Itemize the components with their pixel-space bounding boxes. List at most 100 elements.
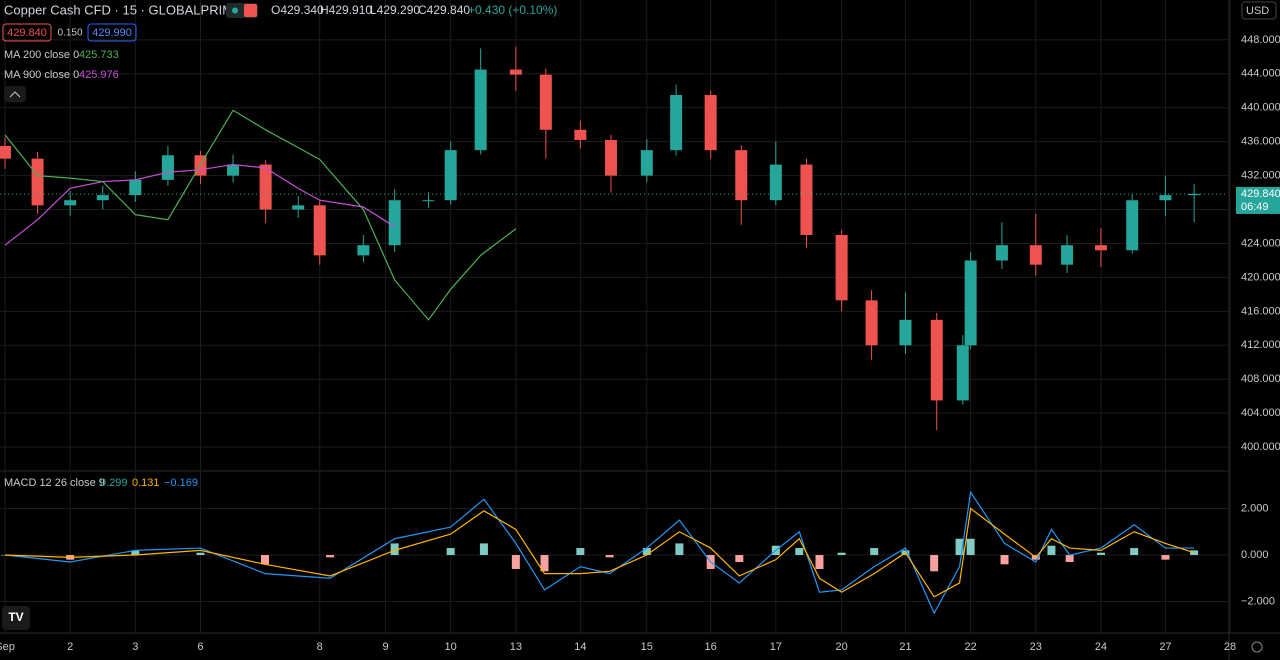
x-tick-label: 15 — [641, 641, 653, 653]
line-series — [4, 490, 1195, 615]
histogram-bar — [955, 538, 964, 556]
y-tick-label: 420.000 — [1241, 271, 1280, 283]
candle-body — [1094, 245, 1107, 251]
ask-box[interactable] — [87, 23, 137, 42]
x-tick-label: Sep — [0, 641, 15, 653]
candle-body — [96, 195, 109, 201]
y-tick-label: 404.000 — [1241, 407, 1280, 419]
y-tick-label: 424.000 — [1241, 237, 1280, 249]
logo-mark: TV — [8, 610, 23, 624]
candle-body — [161, 155, 174, 180]
histogram-bar — [837, 552, 846, 556]
x-tick-label: 22 — [965, 641, 977, 653]
histogram-bar — [815, 555, 824, 569]
ask: 429.990 — [92, 27, 132, 39]
candle-body — [604, 139, 617, 176]
y-tick-label: 408.000 — [1241, 373, 1280, 385]
y-tick-label: −2.000 — [1241, 595, 1275, 607]
currency-button[interactable] — [1241, 1, 1277, 20]
change: +0.430 (+0.10%) — [468, 3, 557, 17]
y-tick-label: 432.000 — [1241, 170, 1280, 182]
ma900-value: 425.976 — [79, 69, 119, 81]
candle-body — [357, 245, 370, 256]
y-tick-label: 2.000 — [1241, 502, 1269, 514]
candle-body — [64, 200, 77, 206]
candle-body — [227, 164, 240, 176]
x-tick-label: 8 — [317, 641, 323, 653]
collapse-icon — [9, 91, 21, 98]
histogram-bar — [966, 538, 975, 556]
x-tick-label: 28 — [1224, 641, 1236, 653]
histogram-bar — [675, 543, 684, 556]
histogram-bar — [511, 555, 520, 569]
ohlc-close: C429.840 — [418, 3, 470, 17]
ohlc-open: O429.340 — [271, 3, 324, 17]
ma200-value: 425.733 — [79, 49, 119, 61]
bid-box[interactable] — [2, 23, 52, 42]
candle-body — [31, 158, 44, 206]
histogram-bar — [1096, 552, 1105, 556]
ohlc-low: L429.290 — [370, 3, 420, 17]
histogram-bar — [1130, 548, 1139, 556]
histogram-bar — [326, 555, 335, 558]
histogram-bar — [930, 555, 939, 572]
candle-body — [670, 95, 683, 151]
histogram-bar — [1065, 555, 1074, 562]
candle-body — [1126, 200, 1139, 251]
x-tick-label: 9 — [382, 641, 388, 653]
x-tick-label: 3 — [132, 641, 138, 653]
candle-body — [422, 200, 435, 202]
x-tick-label: 10 — [445, 641, 457, 653]
candle-body — [956, 345, 969, 401]
candle-body — [509, 69, 522, 75]
candle-body — [574, 129, 587, 140]
candle-body — [539, 74, 552, 130]
candle-body — [313, 205, 326, 256]
y-tick-label: 436.000 — [1241, 136, 1280, 148]
candle-body — [129, 179, 142, 196]
x-tick-label: 6 — [197, 641, 203, 653]
collapse-button[interactable] — [4, 86, 26, 102]
histogram-bar — [131, 550, 140, 556]
histogram-bar — [390, 543, 399, 556]
candle-body — [1159, 195, 1172, 201]
x-tick-label: 16 — [705, 641, 717, 653]
x-tick-label: 21 — [899, 641, 911, 653]
ohlc-high: H429.910 — [320, 3, 372, 17]
candle-body — [388, 200, 401, 246]
x-tick-label: 23 — [1030, 641, 1042, 653]
x-tick-label: 17 — [770, 641, 782, 653]
candle-body — [474, 69, 487, 151]
macd-label: MACD 12 26 close 9 — [4, 477, 105, 489]
logo[interactable] — [2, 606, 30, 630]
histogram-bar — [1161, 555, 1170, 560]
y-tick-label: 412.000 — [1241, 339, 1280, 351]
histogram-bar — [540, 555, 549, 572]
ma900-label: MA 900 close 0 — [4, 69, 79, 81]
y-tick-label: 0.000 — [1241, 549, 1269, 561]
histogram-bar — [479, 543, 488, 556]
x-tick-label: 24 — [1095, 641, 1107, 653]
candle-body — [930, 319, 943, 401]
histogram-bar — [576, 548, 585, 556]
macd-value: 0.131 — [132, 477, 160, 489]
bid: 429.840 — [7, 27, 47, 39]
macd-hist-value: 0.299 — [100, 477, 128, 489]
candle-body — [0, 145, 12, 159]
x-tick-label: 13 — [510, 641, 522, 653]
candle-body — [1029, 245, 1042, 265]
y-tick-label: 416.000 — [1241, 305, 1280, 317]
status-icon — [244, 4, 257, 17]
x-tick-label: 20 — [835, 641, 847, 653]
candle-body — [704, 95, 717, 151]
candle-body — [1061, 245, 1074, 265]
histogram-bar — [795, 548, 804, 556]
x-tick-label: 2 — [67, 641, 73, 653]
ma200-label: MA 200 close 0 — [4, 49, 79, 61]
signal-value: −0.169 — [164, 477, 198, 489]
settings-icon[interactable] — [1251, 641, 1263, 653]
candle-body — [899, 319, 912, 346]
histogram-bar — [642, 548, 651, 556]
